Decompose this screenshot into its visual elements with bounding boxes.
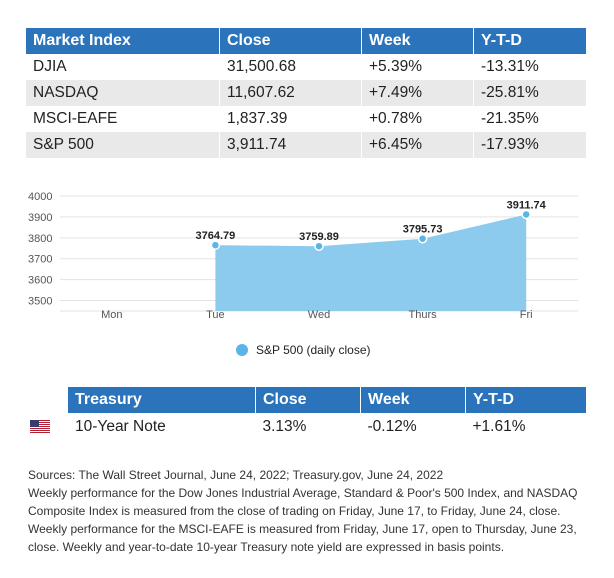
header-market-index: Market Index	[26, 28, 220, 54]
treasury-name: 10-Year Note	[75, 418, 166, 435]
legend-label: S&P 500 (daily close)	[256, 343, 371, 357]
x-tick-label: Fri	[520, 309, 533, 321]
x-tick-label: Thurs	[409, 309, 438, 321]
us-flag-icon	[30, 420, 50, 434]
x-tick-label: Mon	[101, 309, 122, 321]
flag-cell	[26, 413, 68, 441]
table-row: DJIA 31,500.68 +5.39% -13.31%	[26, 54, 586, 80]
data-label: 3911.74	[507, 199, 547, 211]
y-tick-label: 3900	[28, 212, 52, 224]
header-ytd: Y-T-D	[465, 387, 586, 413]
table-row: 10-Year Note 3.13% -0.12% +1.61%	[26, 413, 586, 441]
index-ytd: -13.31%	[473, 54, 586, 80]
y-tick-label: 3800	[28, 233, 52, 245]
y-tick-label: 3600	[28, 275, 52, 287]
x-tick-label: Tue	[206, 309, 225, 321]
data-point	[417, 233, 428, 244]
index-close: 11,607.62	[219, 80, 362, 106]
index-ytd: -17.93%	[473, 132, 586, 158]
index-name: S&P 500	[26, 132, 220, 158]
treasury-week: -0.12%	[367, 418, 417, 435]
index-close: 1,837.39	[219, 106, 362, 132]
sp500-area	[215, 214, 527, 311]
index-name: NASDAQ	[26, 80, 220, 106]
index-name: MSCI-EAFE	[26, 106, 220, 132]
header-week: Week	[360, 387, 466, 413]
index-ytd: -25.81%	[473, 80, 586, 106]
data-point	[314, 241, 324, 251]
treasury-close: 3.13%	[262, 418, 307, 435]
sources-note: Sources: The Wall Street Journal, June 2…	[28, 466, 588, 556]
table-row: S&P 500 3,911.74 +6.45% -17.93%	[26, 132, 586, 158]
data-point	[521, 209, 531, 220]
market-header-row: Market Index Close Week Y-T-D	[26, 28, 586, 54]
x-axis: Mon Tue Wed Thurs Fri	[101, 309, 533, 321]
data-label: 3795.73	[403, 224, 443, 236]
header-close: Close	[255, 387, 361, 413]
chart-legend: S&P 500 (daily close)	[236, 343, 371, 357]
y-tick-label: 4000	[28, 191, 52, 203]
market-index-table: Market Index Close Week Y-T-D DJIA 31,50…	[26, 28, 586, 158]
y-axis: 4000 3900 3800 3700 3600 3500	[28, 191, 52, 308]
index-week: +7.49%	[361, 80, 474, 106]
header-ytd: Y-T-D	[473, 28, 586, 54]
sources-line: Sources: The Wall Street Journal, June 2…	[28, 468, 444, 482]
data-label: 3759.89	[299, 231, 339, 243]
y-tick-label: 3500	[28, 296, 52, 308]
header-close: Close	[219, 28, 362, 54]
index-close: 31,500.68	[219, 54, 362, 80]
methodology-note: Weekly performance for the Dow Jones Ind…	[28, 486, 578, 554]
index-week: +6.45%	[361, 132, 474, 158]
x-tick-label: Wed	[308, 309, 330, 321]
y-tick-label: 3700	[28, 254, 52, 266]
treasury-header-row: Treasury Close Week Y-T-D	[26, 387, 586, 413]
index-week: +5.39%	[361, 54, 474, 80]
index-week: +0.78%	[361, 106, 474, 132]
data-labels: 3764.79 3759.89 3795.73 3911.74	[196, 199, 547, 243]
index-name: DJIA	[26, 54, 220, 80]
data-label: 3764.79	[196, 230, 236, 242]
legend-marker	[236, 344, 248, 356]
index-close: 3,911.74	[219, 132, 362, 158]
treasury-table: Treasury Close Week Y-T-D 10-	[26, 387, 586, 441]
data-point	[210, 240, 221, 250]
treasury-ytd: +1.61%	[472, 418, 526, 435]
header-week: Week	[361, 28, 474, 54]
data-points	[210, 209, 531, 251]
index-ytd: -21.35%	[473, 106, 586, 132]
table-row: MSCI-EAFE 1,837.39 +0.78% -21.35%	[26, 106, 586, 132]
header-treasury: Treasury	[68, 387, 256, 413]
flag-header-spacer	[26, 387, 68, 413]
table-row: NASDAQ 11,607.62 +7.49% -25.81%	[26, 80, 586, 106]
